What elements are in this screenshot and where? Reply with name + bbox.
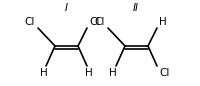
Text: Cl: Cl <box>95 17 105 27</box>
Text: H: H <box>159 17 167 27</box>
Text: H: H <box>85 68 93 78</box>
Text: Cl: Cl <box>160 68 170 78</box>
Text: H: H <box>109 68 117 78</box>
Text: I: I <box>64 3 68 13</box>
Text: Cl: Cl <box>90 17 100 27</box>
Text: II: II <box>133 3 139 13</box>
Text: H: H <box>40 68 48 78</box>
Text: Cl: Cl <box>25 17 35 27</box>
